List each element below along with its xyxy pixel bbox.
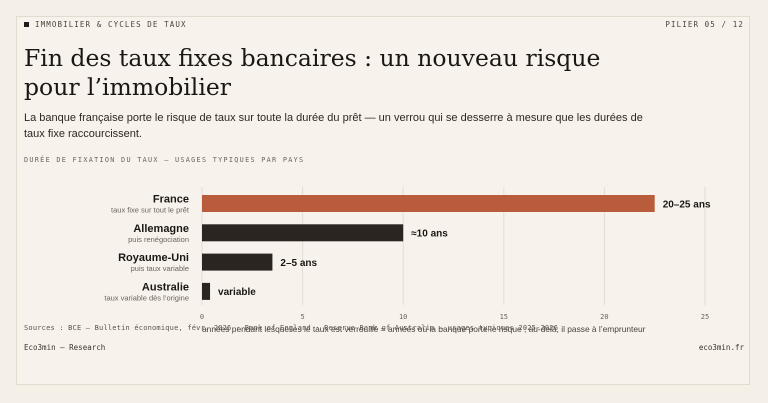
pager-indicator: PILIER 05 / 12 bbox=[665, 20, 744, 29]
section-kicker: IMMOBILIER & CYCLES DE TAUX bbox=[24, 20, 187, 29]
footer-site-link[interactable]: eco3min.fr bbox=[698, 343, 744, 352]
sources-note: Sources : BCE — Bulletin économique, fév… bbox=[24, 324, 559, 332]
category-label: France bbox=[153, 194, 189, 206]
category-sublabel: puis renégociation bbox=[128, 235, 189, 244]
page-subtitle: La banque française porte le risque de t… bbox=[24, 112, 643, 140]
x-tick-label: 25 bbox=[701, 313, 709, 321]
bar bbox=[202, 282, 211, 300]
x-tick-label: 5 bbox=[300, 313, 304, 321]
x-tick-label: 20 bbox=[600, 313, 608, 321]
category-label: Royaume-Uni bbox=[118, 252, 189, 264]
chart-heading: DURÉE DE FIXATION DU TAUX — USAGES TYPIQ… bbox=[24, 156, 305, 164]
x-tick-label: 0 bbox=[200, 313, 204, 321]
top-bar: IMMOBILIER & CYCLES DE TAUX PILIER 05 / … bbox=[24, 20, 744, 32]
footer-brand: Eco3min — Research bbox=[24, 343, 106, 352]
data-label: variable bbox=[218, 287, 256, 298]
category-sublabel: taux variable dès l’origine bbox=[104, 293, 189, 302]
x-tick-label: 10 bbox=[399, 313, 407, 321]
x-tick-label: 15 bbox=[500, 313, 508, 321]
data-label: 20–25 ans bbox=[663, 199, 711, 210]
category-sublabel: puis taux variable bbox=[131, 264, 189, 273]
data-label: ≈10 ans bbox=[411, 229, 448, 240]
kicker-label: IMMOBILIER & CYCLES DE TAUX bbox=[35, 20, 187, 29]
bar bbox=[202, 253, 273, 271]
page-title: Fin des taux fixes bancaires : un nouvea… bbox=[24, 44, 601, 101]
square-bullet-icon bbox=[24, 22, 29, 27]
category-label: Australie bbox=[142, 281, 189, 293]
bar bbox=[202, 195, 655, 212]
bar bbox=[202, 224, 404, 242]
axis-layer: 0 5 10 15 20 25 années pendant lesquelles le t… bbox=[200, 313, 709, 334]
category-label: Allemagne bbox=[133, 223, 189, 235]
data-label: 2–5 ans bbox=[280, 258, 317, 269]
category-sublabel: taux fixe sur tout le prêt bbox=[111, 206, 190, 215]
x-axis-label: années pendant lesquelles le taux est ve… bbox=[202, 324, 646, 334]
bar-layer bbox=[202, 195, 655, 300]
